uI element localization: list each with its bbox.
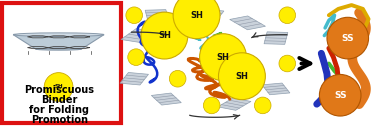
- Polygon shape: [196, 9, 224, 21]
- Text: SH: SH: [54, 84, 63, 90]
- Ellipse shape: [169, 70, 186, 87]
- Ellipse shape: [279, 55, 296, 72]
- Ellipse shape: [128, 49, 144, 65]
- Ellipse shape: [327, 17, 369, 59]
- Polygon shape: [145, 10, 169, 21]
- Text: Binder: Binder: [41, 95, 77, 105]
- Text: SS: SS: [341, 34, 354, 43]
- Polygon shape: [120, 73, 149, 85]
- Ellipse shape: [44, 73, 73, 101]
- Ellipse shape: [200, 34, 246, 81]
- Ellipse shape: [13, 33, 104, 36]
- Text: SS: SS: [334, 91, 347, 100]
- Ellipse shape: [319, 74, 361, 116]
- Polygon shape: [13, 35, 104, 49]
- Text: SH: SH: [190, 11, 203, 20]
- Ellipse shape: [36, 48, 81, 50]
- Polygon shape: [218, 98, 251, 110]
- Text: Promiscuous: Promiscuous: [24, 85, 94, 95]
- Text: SH: SH: [235, 72, 248, 81]
- Ellipse shape: [203, 97, 220, 114]
- Text: SH: SH: [217, 53, 229, 62]
- Text: for Folding: for Folding: [29, 105, 89, 115]
- Polygon shape: [151, 93, 181, 105]
- Ellipse shape: [126, 7, 143, 23]
- Ellipse shape: [218, 53, 265, 100]
- Ellipse shape: [279, 7, 296, 23]
- Bar: [2, 3, 121, 123]
- Text: Promotion: Promotion: [31, 115, 88, 125]
- Ellipse shape: [173, 0, 220, 39]
- Ellipse shape: [141, 12, 188, 59]
- Polygon shape: [230, 16, 265, 30]
- Polygon shape: [264, 32, 288, 44]
- Text: SH: SH: [158, 31, 171, 40]
- Polygon shape: [121, 29, 155, 42]
- Ellipse shape: [254, 97, 271, 114]
- Polygon shape: [262, 83, 290, 95]
